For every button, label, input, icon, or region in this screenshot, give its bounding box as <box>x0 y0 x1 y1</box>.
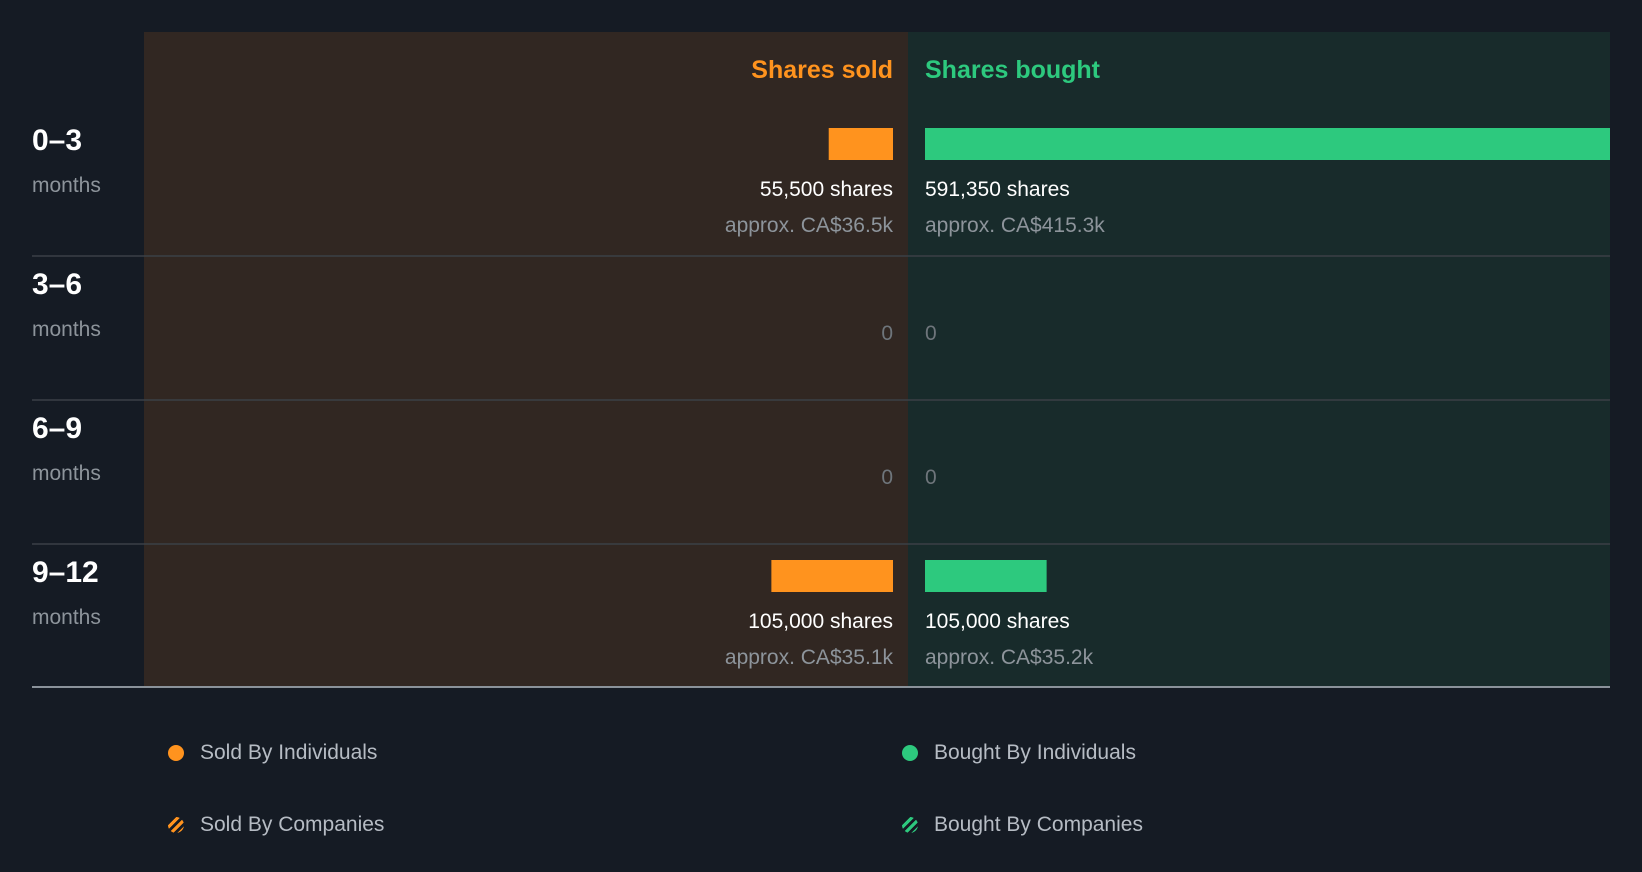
sold-companies-hatch-icon <box>168 817 184 833</box>
row-range-label: 6–9 <box>32 412 82 445</box>
sold-zero-label: 0 <box>881 466 893 489</box>
bought-zero-label: 0 <box>925 322 937 345</box>
legend-label: Sold By Individuals <box>200 741 378 764</box>
header-sold: Shares sold <box>751 56 893 84</box>
sold-approx-label: approx. CA$36.5k <box>725 214 894 237</box>
bought-individuals-dot-icon <box>902 745 918 761</box>
row-unit-label: months <box>32 462 101 485</box>
bought-shares-label: 591,350 shares <box>925 178 1070 201</box>
legend-label: Bought By Companies <box>934 813 1143 836</box>
legend-label: Sold By Companies <box>200 813 385 836</box>
legend-bought-companies: Bought By Companies <box>902 813 1143 837</box>
bar-sold <box>828 128 893 160</box>
bought-shares-label: 105,000 shares <box>925 610 1070 633</box>
row-unit-label: months <box>32 174 101 197</box>
legend-label: Bought By Individuals <box>934 741 1136 764</box>
sold-approx-label: approx. CA$35.1k <box>725 646 894 669</box>
bought-companies-hatch-icon <box>902 817 918 833</box>
header-bought: Shares bought <box>925 56 1101 84</box>
sold-zero-label: 0 <box>881 322 893 345</box>
bought-approx-label: approx. CA$415.3k <box>925 214 1105 237</box>
legend-sold-individuals: Sold By Individuals <box>168 741 377 765</box>
sold-individuals-dot-icon <box>168 745 184 761</box>
bar-sold <box>771 560 893 592</box>
row-unit-label: months <box>32 318 101 341</box>
sold-shares-label: 105,000 shares <box>748 610 893 633</box>
bar-bought <box>925 128 1610 160</box>
sold-shares-label: 55,500 shares <box>760 178 893 201</box>
bought-approx-label: approx. CA$35.2k <box>925 646 1094 669</box>
bar-bought <box>925 560 1047 592</box>
row-range-label: 9–12 <box>32 556 99 589</box>
row-range-label: 0–3 <box>32 124 82 157</box>
bought-zero-label: 0 <box>925 466 937 489</box>
row-unit-label: months <box>32 606 101 629</box>
legend-sold-companies: Sold By Companies <box>168 813 384 837</box>
row-range-label: 3–6 <box>32 268 82 301</box>
legend-bought-individuals: Bought By Individuals <box>902 741 1136 765</box>
